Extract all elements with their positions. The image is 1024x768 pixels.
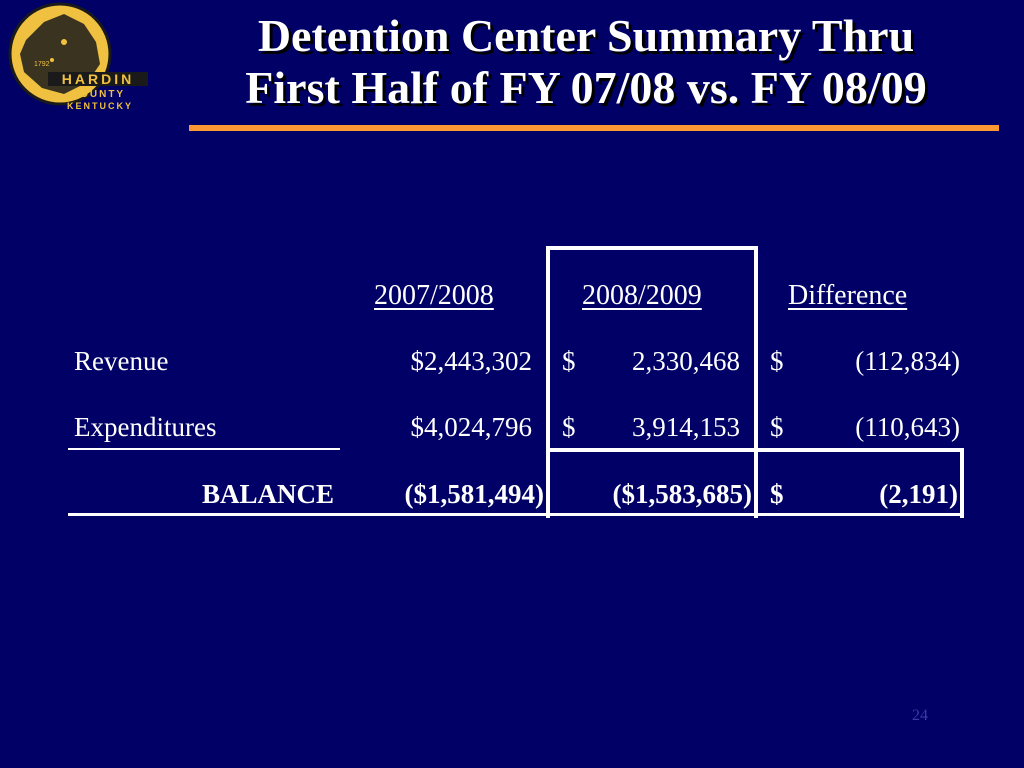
col-header-difference: Difference [788, 280, 908, 311]
logo-hardin: HARDIN [62, 71, 134, 87]
expenditures-fy0809-symbol: $ [562, 412, 576, 442]
page-number: 24 [912, 707, 928, 724]
col-header-2007-2008: 2007/2008 [374, 280, 494, 311]
title-line-2: First Half of FY 07/08 vs. FY 08/09 [245, 62, 927, 113]
balance-fy0809: ($1,583,685) [612, 479, 752, 509]
hardin-county-logo: 1792 HARDIN COUNTY KENTUCKY [8, 2, 148, 111]
title-line-1: Detention Center Summary Thru [257, 10, 915, 61]
row-label-revenue: Revenue [74, 346, 169, 376]
fy0809-box-left [546, 246, 550, 518]
revenue-fy0708: $2,443,302 [410, 346, 533, 376]
balance-diff-symbol: $ [770, 479, 784, 509]
fy0809-box-right [754, 246, 758, 518]
fy0809-box-top [546, 246, 758, 250]
logo-kentucky: KENTUCKY [67, 101, 133, 111]
revenue-fy0809-symbol: $ [562, 346, 576, 376]
slide-title: Detention Center Summary Thru First Half… [186, 10, 986, 114]
revenue-diff-symbol: $ [770, 346, 784, 376]
expenditures-diff-symbol: $ [770, 412, 784, 442]
balance-top-rule-right [550, 448, 964, 452]
row-label-balance: BALANCE [201, 479, 334, 509]
balance-top-rule-left [68, 448, 340, 450]
balance-bottom-rule [68, 513, 964, 516]
balance-difference: (2,191) [879, 479, 958, 509]
difference-balance-box-right [960, 448, 964, 518]
expenditures-fy0809: 3,914,153 [632, 412, 740, 442]
revenue-fy0809: 2,330,468 [632, 346, 740, 376]
balance-fy0708: ($1,581,494) [404, 479, 544, 509]
expenditures-difference: (110,643) [855, 412, 960, 442]
col-header-2008-2009: 2008/2009 [582, 280, 702, 311]
logo-year: 1792 [34, 61, 50, 68]
title-underline [189, 125, 999, 131]
logo-county: COUNTY [71, 89, 125, 100]
row-label-expenditures: Expenditures [74, 412, 217, 442]
expenditures-fy0708: $4,024,796 [410, 412, 533, 442]
revenue-difference: (112,834) [855, 346, 960, 376]
